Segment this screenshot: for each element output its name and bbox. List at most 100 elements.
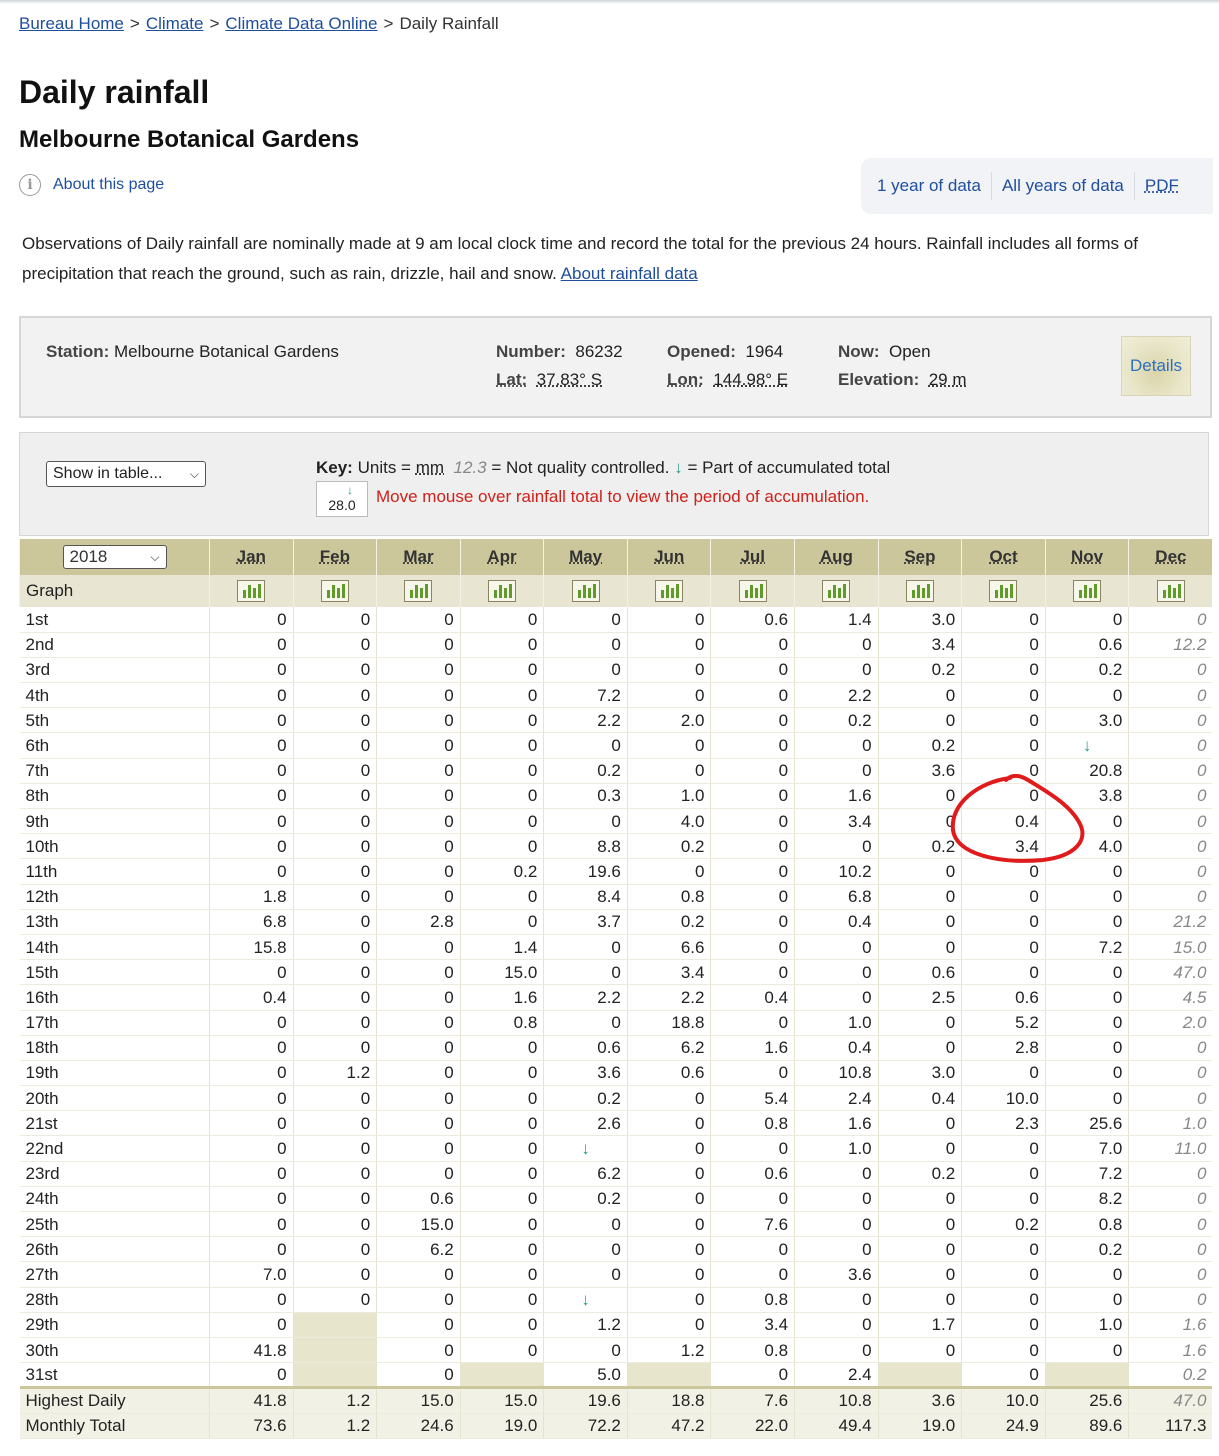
all-years-link[interactable]: All years of data xyxy=(1001,176,1124,195)
graph-cell xyxy=(376,575,461,607)
day-label: 6th xyxy=(19,732,210,759)
breadcrumb-cdo-link[interactable]: Climate Data Online xyxy=(225,14,378,33)
rainfall-cell: 0 xyxy=(376,858,461,885)
rainfall-cell: 0 xyxy=(961,959,1046,986)
year-select[interactable]: 2018 ⌵ xyxy=(62,545,167,569)
rainfall-cell: 0 xyxy=(961,732,1046,759)
day-label: 2nd xyxy=(19,632,210,658)
rainfall-cell: 0 xyxy=(626,1211,711,1238)
graph-row-label: Graph xyxy=(19,575,210,607)
bar-chart-icon[interactable] xyxy=(989,580,1018,602)
rainfall-cell: 25.6 xyxy=(1044,1110,1129,1137)
show-in-table-select[interactable]: Show in table... ⌵ xyxy=(46,461,206,487)
rainfall-cell: 0 xyxy=(376,1110,461,1137)
bar-chart-icon[interactable] xyxy=(655,580,684,602)
rainfall-cell: 3.6 xyxy=(877,758,962,784)
rainfall-cell: 0 xyxy=(794,1211,879,1238)
bar-chart-icon[interactable] xyxy=(1156,580,1185,602)
rainfall-cell: 0 xyxy=(961,1060,1046,1087)
chevron-down-icon: ⌵ xyxy=(150,549,160,564)
graph-cell xyxy=(794,575,879,607)
rainfall-cell: 1.0 xyxy=(794,1135,879,1162)
month-header: Dec xyxy=(1128,539,1213,575)
summary-cell: 15.0 xyxy=(459,1386,544,1414)
rainfall-cell: 0 xyxy=(1128,1035,1213,1061)
rainfall-cell: 0 xyxy=(1044,959,1129,986)
rainfall-cell: 5.0 xyxy=(543,1362,628,1389)
rainfall-cell: 0 xyxy=(710,758,795,784)
rainfall-table: 2018 ⌵ Jan Feb Mar Apr May Jun Jul Aug Sep Oct Nov D… xyxy=(19,539,1213,1439)
summary-cell: 19.0 xyxy=(459,1413,544,1439)
rainfall-cell: 0 xyxy=(626,682,711,709)
rainfall-cell: 7.2 xyxy=(543,682,628,709)
rainfall-cell: 0 xyxy=(710,1236,795,1263)
day-label: 21st xyxy=(19,1110,210,1137)
rainfall-cell: 0 xyxy=(626,632,711,658)
rainfall-cell: 0 xyxy=(543,934,628,961)
bar-chart-icon[interactable] xyxy=(320,580,349,602)
accumulation-arrow-icon: ↓ xyxy=(347,483,353,497)
graph-cell xyxy=(961,575,1046,607)
rainfall-cell: 0 xyxy=(209,1312,294,1338)
rainfall-cell: 3.0 xyxy=(877,1060,962,1087)
rainfall-cell: 0 xyxy=(376,707,461,734)
rainfall-cell: 0 xyxy=(292,783,377,810)
rainfall-cell: 2.3 xyxy=(961,1110,1046,1137)
rainfall-cell: 0 xyxy=(292,758,377,784)
rainfall-cell: 21.2 xyxy=(1128,909,1213,935)
rainfall-cell: 0 xyxy=(209,1135,294,1162)
rainfall-cell: 0 xyxy=(1128,1261,1213,1288)
station-name: Station: Melbourne Botanical Gardens xyxy=(46,342,339,361)
rainfall-cell: 0 xyxy=(209,732,294,759)
breadcrumb-separator: > xyxy=(129,14,140,33)
rainfall-cell: 0 xyxy=(209,858,294,885)
pdf-link[interactable]: PDF xyxy=(1144,176,1179,195)
rainfall-cell: 12.2 xyxy=(1128,632,1213,658)
mouse-hint: Move mouse over rainfall total to view t… xyxy=(376,487,870,506)
bar-chart-icon[interactable] xyxy=(738,580,767,602)
rainfall-cell: 0 xyxy=(1128,657,1213,684)
rainfall-cell: 0 xyxy=(710,1362,795,1389)
bar-chart-icon[interactable] xyxy=(822,580,851,602)
details-button[interactable]: Details xyxy=(1121,336,1191,396)
rainfall-cell: 0 xyxy=(794,1236,879,1263)
rainfall-cell: 11.0 xyxy=(1128,1135,1213,1162)
rainfall-cell: 0 xyxy=(961,1135,1046,1162)
about-page-link[interactable]: About this page xyxy=(53,176,165,193)
rainfall-cell: 1.6 xyxy=(1128,1312,1213,1338)
bar-chart-icon[interactable] xyxy=(488,580,517,602)
bar-chart-icon[interactable] xyxy=(404,580,433,602)
rainfall-cell: 0 xyxy=(209,783,294,810)
rainfall-cell: 0 xyxy=(877,808,962,835)
rainfall-cell: 0 xyxy=(710,934,795,961)
rainfall-cell: 0 xyxy=(209,1236,294,1263)
rainfall-cell: 0 xyxy=(1128,682,1213,709)
rainfall-cell: 0 xyxy=(459,1261,544,1288)
bar-chart-icon[interactable] xyxy=(571,580,600,602)
one-year-link[interactable]: 1 year of data xyxy=(877,176,981,195)
day-label: 25th xyxy=(19,1211,210,1238)
rainfall-cell: 0 xyxy=(459,682,544,709)
nq-sample: 12.3 xyxy=(453,458,487,477)
rainfall-cell: 0 xyxy=(459,1110,544,1137)
rainfall-cell: 0 xyxy=(1044,607,1129,633)
description-text: Observations of Daily rainfall are nomin… xyxy=(22,234,1138,283)
bar-chart-icon[interactable] xyxy=(237,580,266,602)
rainfall-cell: 1.2 xyxy=(292,1060,377,1087)
rainfall-cell: 0 xyxy=(877,858,962,885)
rainfall-cell: 0 xyxy=(292,1236,377,1263)
about-rainfall-link[interactable]: About rainfall data xyxy=(560,264,698,283)
rainfall-cell: 0 xyxy=(292,984,377,1011)
breadcrumb-home-link[interactable]: Bureau Home xyxy=(19,14,124,33)
month-header: Nov xyxy=(1044,539,1129,575)
bar-chart-icon[interactable] xyxy=(1073,580,1102,602)
rainfall-cell: 0 xyxy=(209,657,294,684)
rainfall-cell: 0 xyxy=(710,732,795,759)
rainfall-cell: 0 xyxy=(710,783,795,810)
rainfall-cell: 0 xyxy=(626,1186,711,1213)
rainfall-cell: 0 xyxy=(543,1261,628,1288)
rainfall-cell: 0 xyxy=(961,1236,1046,1263)
breadcrumb-climate-link[interactable]: Climate xyxy=(145,14,204,33)
accumulation-arrow-icon: ↓ xyxy=(674,458,683,477)
bar-chart-icon[interactable] xyxy=(905,580,934,602)
